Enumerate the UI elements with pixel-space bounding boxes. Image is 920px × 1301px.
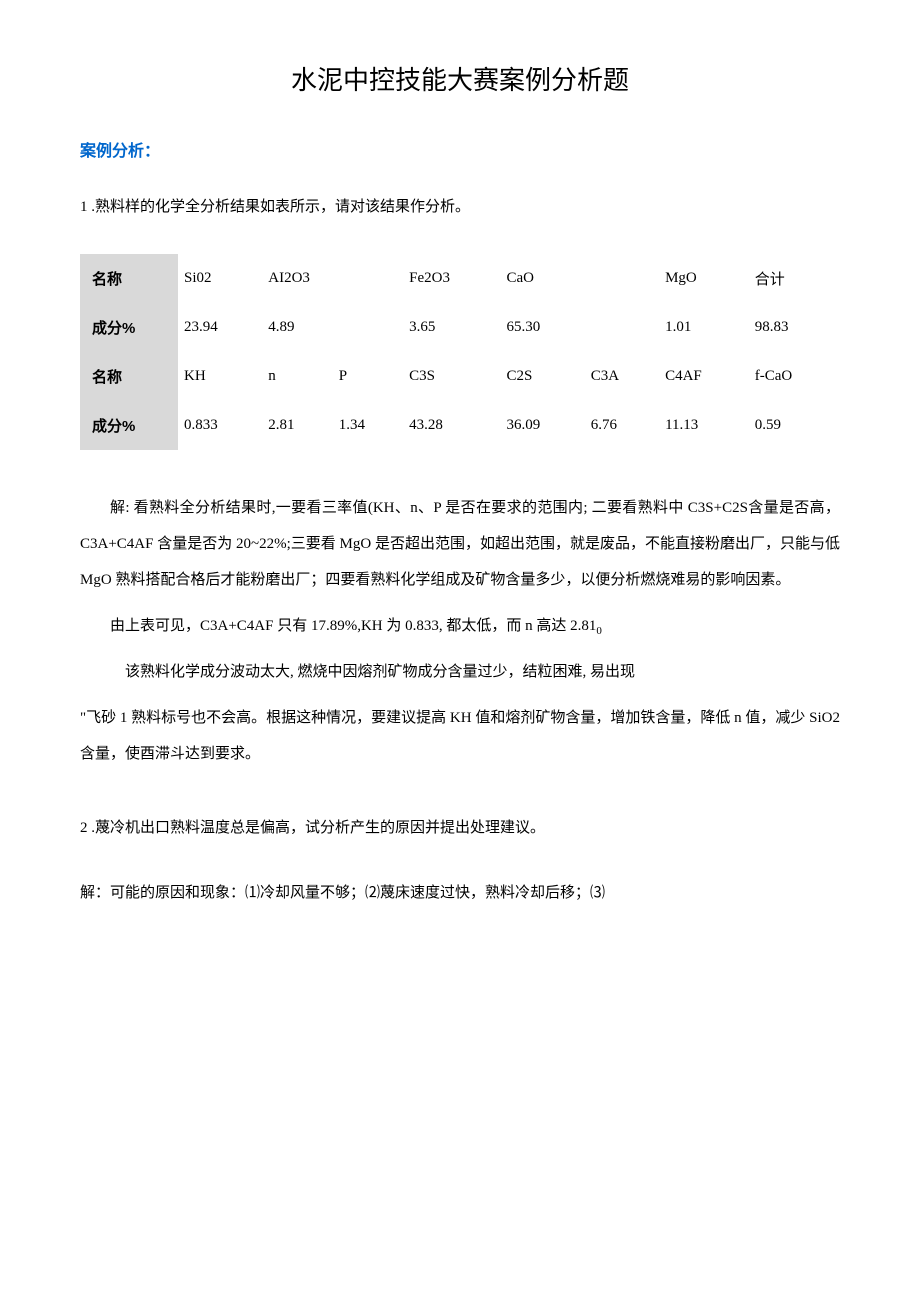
para2-text: 由上表可见，C3A+C4AF 只有 17.89%,KH 为 0.833, 都太低… [110,618,596,634]
table-cell: 0.833 [178,401,262,450]
table-cell: Si02 [178,254,262,303]
table-cell: 98.83 [749,303,840,352]
answer-paragraph-1: 解: 看熟料全分析结果时,一要看三率值(KH、n、P 是否在要求的范围内; 二要… [80,490,840,598]
table-cell: n [262,352,332,401]
answer-paragraph-2: 由上表可见，C3A+C4AF 只有 17.89%,KH 为 0.833, 都太低… [80,608,840,644]
table-cell: 36.09 [501,401,585,450]
answer-paragraph-4: "飞砂 1 熟料标号也不会高。根据这种情况，要建议提高 KH 值和熔剂矿物含量，… [80,700,840,772]
row-label: 名称 [80,254,178,303]
para2-sub: 0 [596,625,602,637]
table-row: 成分% 23.94 4.89 3.65 65.30 1.01 98.83 [80,303,840,352]
table-cell: KH [178,352,262,401]
table-cell: C4AF [659,352,749,401]
table-cell: 6.76 [585,401,659,450]
question-2: 2 .蔑冷机出口熟料温度总是偏高，试分析产生的原因并提出处理建议。 [80,812,840,845]
table-cell: C3A [585,352,659,401]
analysis-table: 名称 Si02 AI2O3 Fe2O3 CaO MgO 合计 成分% 23.94… [80,254,840,450]
table-cell: 0.59 [749,401,840,450]
table-cell: 合计 [749,254,840,303]
question-1: 1 .熟料样的化学全分析结果如表所示，请对该结果作分析。 [80,191,840,224]
row-label: 名称 [80,352,178,401]
table-cell: 1.01 [659,303,749,352]
table-row: 名称 Si02 AI2O3 Fe2O3 CaO MgO 合计 [80,254,840,303]
table-cell: C2S [501,352,585,401]
table-cell: f-CaO [749,352,840,401]
table-cell: Fe2O3 [403,254,500,303]
section-label: 案例分析： [80,137,840,161]
table-row: 名称 KH n P C3S C2S C3A C4AF f-CaO [80,352,840,401]
row-label: 成分% [80,401,178,450]
table-row: 成分% 0.833 2.81 1.34 43.28 36.09 6.76 11.… [80,401,840,450]
table-cell: 4.89 [262,303,403,352]
table-cell: 11.13 [659,401,749,450]
page-title: 水泥中控技能大赛案例分析题 [80,60,840,97]
table-cell: 43.28 [403,401,500,450]
table-cell: 3.65 [403,303,500,352]
table-cell: MgO [659,254,749,303]
table-cell: C3S [403,352,500,401]
row-label: 成分% [80,303,178,352]
answer-2: 解：可能的原因和现象：⑴冷却风量不够；⑵蔑床速度过快，熟料冷却后移；⑶ [80,875,840,911]
table-cell: AI2O3 [262,254,403,303]
table-cell: 2.81 [262,401,332,450]
table-cell: 1.34 [333,401,403,450]
table-cell: 23.94 [178,303,262,352]
table-cell: 65.30 [501,303,660,352]
table-cell: CaO [501,254,660,303]
answer-paragraph-3: 该熟料化学成分波动太大, 燃烧中因熔剂矿物成分含量过少，结粒困难, 易出现 [80,654,840,690]
table-cell: P [333,352,403,401]
